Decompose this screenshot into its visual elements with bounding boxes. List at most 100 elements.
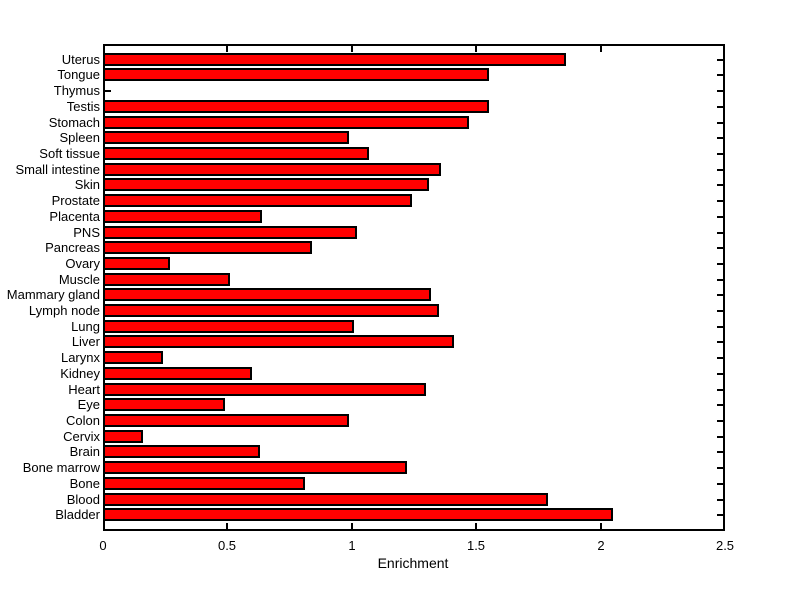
x-tick-label-2-5: 2.5 xyxy=(715,538,735,553)
x-axis-tick-mark xyxy=(351,46,353,52)
bar-testis xyxy=(103,100,489,113)
y-axis-tick-mark xyxy=(717,122,723,124)
bar-heart xyxy=(103,383,426,396)
bar-skin xyxy=(103,178,429,191)
category-label-prostate: Prostate xyxy=(51,193,100,208)
category-label-placenta: Placenta xyxy=(49,209,100,224)
bar-lung xyxy=(103,320,354,333)
bar-lymph-node xyxy=(103,304,439,317)
y-axis-tick-mark xyxy=(717,514,723,516)
category-label-blood: Blood xyxy=(66,492,100,507)
category-label-brain: Brain xyxy=(69,444,100,459)
category-label-eye: Eye xyxy=(77,397,100,412)
bar-soft-tissue xyxy=(103,147,369,160)
y-axis-tick-mark xyxy=(717,404,723,406)
bar-spleen xyxy=(103,131,349,144)
category-label-cervix: Cervix xyxy=(63,429,100,444)
bar-uterus xyxy=(103,53,566,66)
x-axis-tick-mark xyxy=(600,46,602,52)
category-label-muscle: Muscle xyxy=(58,272,100,287)
x-tick-label-0: 0 xyxy=(99,538,107,553)
category-label-spleen: Spleen xyxy=(59,130,100,145)
y-axis-tick-mark xyxy=(717,341,723,343)
y-axis-tick-mark xyxy=(717,184,723,186)
category-label-uterus: Uterus xyxy=(61,52,100,67)
bar-pns xyxy=(103,226,357,239)
category-label-ovary: Ovary xyxy=(65,256,100,271)
y-axis-tick-mark xyxy=(717,310,723,312)
bar-bone-marrow xyxy=(103,461,407,474)
y-axis-tick-mark xyxy=(717,357,723,359)
category-label-tongue: Tongue xyxy=(57,67,100,82)
category-label-soft-tissue: Soft tissue xyxy=(39,146,100,161)
y-axis-tick-mark xyxy=(717,106,723,108)
x-axis-tick-mark xyxy=(475,523,477,529)
y-axis-tick-mark xyxy=(717,499,723,501)
bar-pancreas xyxy=(103,241,312,254)
plot-area xyxy=(103,44,725,531)
category-label-mammary-gland: Mammary gland xyxy=(6,287,100,302)
bar-prostate xyxy=(103,194,412,207)
x-axis-title: Enrichment xyxy=(377,555,449,571)
y-axis-tick-mark xyxy=(717,483,723,485)
bar-brain xyxy=(103,445,260,458)
y-axis-tick-mark xyxy=(717,326,723,328)
bar-colon xyxy=(103,414,349,427)
bar-stomach xyxy=(103,116,469,129)
y-axis-tick-mark xyxy=(717,232,723,234)
category-label-pns: PNS xyxy=(73,225,100,240)
category-label-lymph-node: Lymph node xyxy=(28,303,100,318)
y-axis-tick-mark xyxy=(717,200,723,202)
y-axis-tick-mark xyxy=(717,59,723,61)
bar-blood xyxy=(103,493,548,506)
y-axis-tick-mark xyxy=(717,279,723,281)
x-tick-label-1: 1 xyxy=(348,538,356,553)
bar-kidney xyxy=(103,367,252,380)
y-axis-tick-mark xyxy=(717,169,723,171)
bar-liver xyxy=(103,335,454,348)
category-label-lung: Lung xyxy=(71,319,100,334)
x-axis-tick-mark xyxy=(226,46,228,52)
y-axis-tick-mark xyxy=(717,90,723,92)
bar-bone xyxy=(103,477,305,490)
bar-bladder xyxy=(103,508,613,521)
y-axis-tick-mark xyxy=(717,467,723,469)
y-axis-tick-mark xyxy=(717,373,723,375)
x-axis-tick-mark xyxy=(600,523,602,529)
bar-ovary xyxy=(103,257,170,270)
category-label-heart: Heart xyxy=(68,382,100,397)
y-axis-tick-mark xyxy=(717,247,723,249)
category-label-kidney: Kidney xyxy=(60,366,100,381)
x-tick-label-1-5: 1.5 xyxy=(466,538,486,553)
category-label-thymus: Thymus xyxy=(53,83,100,98)
x-tick-label-2: 2 xyxy=(597,538,605,553)
y-axis-tick-mark xyxy=(717,420,723,422)
y-axis-tick-mark xyxy=(717,436,723,438)
x-axis-tick-mark xyxy=(351,523,353,529)
category-label-bone: Bone xyxy=(69,476,100,491)
category-label-bladder: Bladder xyxy=(55,507,100,522)
bar-placenta xyxy=(103,210,262,223)
bar-small-intestine xyxy=(103,163,441,176)
bar-larynx xyxy=(103,351,163,364)
bar-tongue xyxy=(103,68,489,81)
category-label-bone-marrow: Bone marrow xyxy=(22,460,100,475)
category-label-pancreas: Pancreas xyxy=(45,240,100,255)
category-label-larynx: Larynx xyxy=(60,350,100,365)
y-axis-tick-mark xyxy=(717,153,723,155)
y-axis-tick-mark xyxy=(717,137,723,139)
x-tick-label-0-5: 0.5 xyxy=(217,538,237,553)
y-axis-tick-mark xyxy=(717,389,723,391)
y-axis-tick-mark xyxy=(717,74,723,76)
category-label-colon: Colon xyxy=(66,413,100,428)
y-axis-tick-mark xyxy=(717,263,723,265)
y-axis-tick-mark xyxy=(717,216,723,218)
x-axis-tick-mark xyxy=(475,46,477,52)
category-label-liver: Liver xyxy=(71,334,100,349)
bar-eye xyxy=(103,398,225,411)
bar-mammary-gland xyxy=(103,288,431,301)
bar-muscle xyxy=(103,273,230,286)
category-label-skin: Skin xyxy=(74,177,100,192)
x-axis-tick-mark xyxy=(226,523,228,529)
